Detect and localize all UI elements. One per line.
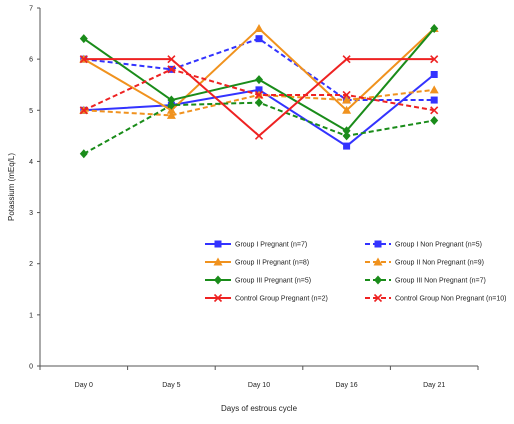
data-point-triangle — [342, 105, 352, 114]
data-point-cross — [430, 106, 439, 115]
series-7 — [79, 55, 439, 140]
x-tick-label: Day 10 — [248, 382, 270, 389]
data-point-cross — [167, 55, 176, 64]
legend-label: Group I Non Pregnant (n=5) — [395, 242, 482, 249]
data-point-diamond — [255, 98, 263, 108]
x-tick-label: Day 0 — [75, 382, 93, 389]
y-tick-label: 3 — [29, 210, 33, 217]
legend-item: Group I Pregnant (n=7) — [205, 240, 307, 249]
data-point-cross — [167, 65, 176, 74]
y-axis-title: Potassium (mEq/L) — [7, 153, 16, 221]
y-tick-label: 5 — [29, 108, 33, 115]
data-point-triangle — [342, 95, 352, 104]
data-point-diamond — [79, 149, 88, 159]
data-point-diamond — [167, 95, 176, 105]
data-point-cross — [342, 90, 351, 100]
data-point-triangle — [254, 23, 264, 32]
legend-item: Group I Non Pregnant (n=5) — [365, 240, 482, 249]
legend-label: Group III Pregnant (n=5) — [235, 278, 311, 285]
data-point-triangle — [166, 105, 176, 114]
data-point-diamond — [167, 100, 176, 110]
legend-label: Group I Pregnant (n=7) — [235, 242, 307, 249]
legend-item: Group II Pregnant (n=8) — [205, 257, 309, 267]
series-line — [83, 101, 435, 155]
x-tick-label: Day 5 — [162, 382, 180, 389]
series-group — [79, 23, 439, 159]
data-point-cross — [430, 55, 439, 64]
data-point-cross — [79, 106, 88, 115]
data-point-diamond — [430, 23, 439, 33]
legend-item: Group III Pregnant (n=5) — [205, 275, 311, 285]
series-8 — [79, 65, 439, 115]
data-point-cross — [213, 293, 223, 303]
legend-label: Control Group Pregnant (n=2) — [235, 296, 328, 303]
data-point-cross — [254, 90, 264, 100]
x-tick-label: Day 21 — [423, 382, 445, 389]
data-point-triangle — [213, 257, 223, 266]
y-tick-label: 6 — [29, 57, 33, 64]
legend-item: Group III Non Pregnant (n=7) — [365, 275, 486, 285]
data-point-diamond — [255, 75, 263, 85]
data-point-diamond — [79, 34, 88, 44]
legend-label: Group III Non Pregnant (n=7) — [395, 278, 486, 285]
series-6 — [79, 98, 439, 159]
axes — [39, 8, 478, 367]
legend-item: Control Group Non Pregnant (n=10) — [365, 293, 506, 303]
legend-label: Control Group Non Pregnant (n=10) — [395, 296, 506, 303]
data-point-diamond — [430, 116, 439, 126]
y-axis-ticks: 0 1 2 3 4 5 6 7 — [29, 6, 40, 371]
data-point-cross — [342, 55, 351, 64]
y-tick-label: 1 — [29, 312, 33, 319]
legend-item: Group II Non Pregnant (n=9) — [365, 257, 484, 267]
x-axis-ticks: Day 0 Day 5 Day 10 Day 16 Day 21 — [39, 366, 479, 389]
data-point-triangle — [429, 85, 439, 94]
legend-label: Group II Non Pregnant (n=9) — [395, 260, 484, 267]
data-point-square — [374, 240, 382, 248]
data-point-square — [255, 86, 263, 94]
legend-item: Control Group Pregnant (n=2) — [205, 293, 328, 303]
data-point-diamond — [342, 131, 351, 141]
data-point-cross — [254, 131, 264, 140]
legend: Group I Pregnant (n=7) Group I Non Pregna… — [205, 240, 506, 303]
y-tick-label: 4 — [29, 159, 33, 166]
y-tick-label: 0 — [29, 364, 33, 371]
data-point-diamond — [214, 275, 222, 285]
data-point-square — [430, 96, 438, 104]
data-point-diamond — [342, 126, 351, 136]
series-line — [83, 37, 435, 102]
x-tick-label: Day 16 — [336, 382, 358, 389]
data-point-cross — [79, 55, 88, 64]
legend-label: Group II Pregnant (n=8) — [235, 260, 309, 267]
y-tick-label: 7 — [29, 6, 33, 13]
data-point-square — [255, 35, 263, 43]
data-point-cross — [373, 293, 383, 303]
data-point-diamond — [374, 275, 382, 285]
y-tick-label: 2 — [29, 261, 33, 268]
data-point-square — [430, 70, 438, 78]
data-point-triangle — [373, 257, 383, 266]
x-axis-title: Days of estrous cycle — [221, 404, 298, 413]
data-point-square — [343, 142, 351, 150]
data-point-square — [214, 240, 222, 248]
series-5 — [79, 23, 439, 136]
data-point-triangle — [166, 110, 176, 119]
